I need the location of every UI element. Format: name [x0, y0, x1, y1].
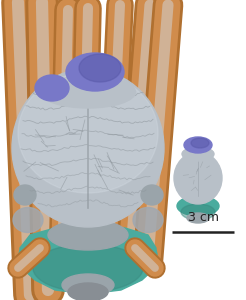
Ellipse shape: [133, 208, 163, 233]
Ellipse shape: [141, 185, 163, 205]
Ellipse shape: [66, 53, 124, 91]
Ellipse shape: [14, 185, 36, 205]
Ellipse shape: [41, 76, 136, 108]
Ellipse shape: [181, 204, 215, 220]
Polygon shape: [20, 226, 156, 294]
Ellipse shape: [62, 274, 114, 296]
Ellipse shape: [35, 75, 69, 101]
Ellipse shape: [79, 54, 121, 82]
Ellipse shape: [174, 152, 222, 204]
Ellipse shape: [182, 147, 214, 161]
Ellipse shape: [19, 227, 157, 283]
Ellipse shape: [33, 244, 143, 292]
Ellipse shape: [191, 138, 209, 148]
Ellipse shape: [177, 196, 219, 216]
Ellipse shape: [68, 283, 108, 300]
Ellipse shape: [184, 137, 212, 153]
Ellipse shape: [18, 73, 158, 193]
Text: 3 cm: 3 cm: [187, 211, 218, 224]
Ellipse shape: [187, 213, 209, 223]
Ellipse shape: [12, 69, 164, 227]
Ellipse shape: [48, 220, 128, 250]
Ellipse shape: [13, 208, 43, 233]
